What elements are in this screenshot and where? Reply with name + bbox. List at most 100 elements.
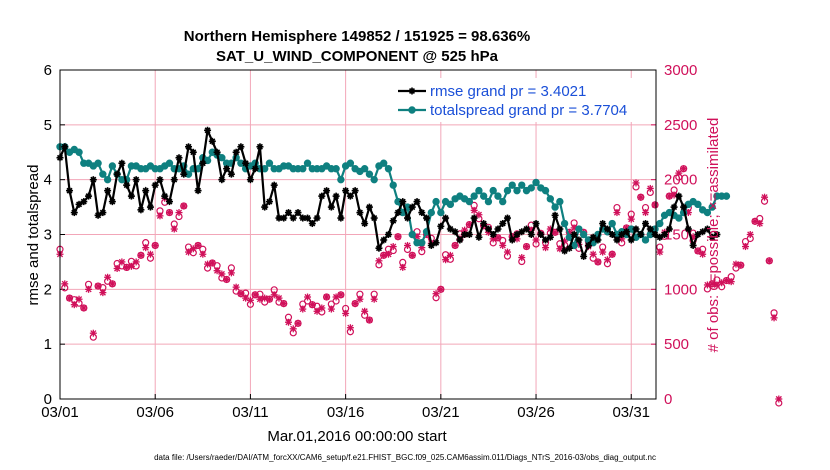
y2-tick-label: 2500 xyxy=(664,117,697,134)
totalspread-point xyxy=(556,197,564,206)
rmse-point xyxy=(442,214,450,222)
y-tick-label: 6 xyxy=(44,62,52,79)
y-tick-label: 4 xyxy=(44,172,52,189)
obs-assimilated-point xyxy=(475,211,483,219)
obs-assimilated-point xyxy=(227,269,235,277)
obs-assimilated-point xyxy=(89,329,97,337)
obs-assimilated-point xyxy=(142,244,150,252)
rmse-point xyxy=(508,236,516,244)
totalspread-point xyxy=(437,208,445,217)
rmse-point xyxy=(227,170,235,178)
rmse-point xyxy=(703,225,711,233)
obs-assimilated-point xyxy=(680,165,688,173)
totalspread-point xyxy=(365,170,374,178)
rmse-point xyxy=(218,176,226,184)
totalspread-point xyxy=(608,219,616,228)
rmse-point xyxy=(342,187,350,195)
totalspread-point xyxy=(703,208,712,217)
obs-assimilated-point xyxy=(346,324,354,332)
obs-assimilated-point xyxy=(494,234,502,242)
rmse-point xyxy=(323,187,331,195)
rmse-point xyxy=(304,214,312,222)
rmse-point xyxy=(365,203,373,211)
obs-assimilated-point xyxy=(651,201,659,209)
y2-tick-label: 500 xyxy=(664,336,689,353)
obs-assimilated-point xyxy=(646,184,654,192)
rmse-point xyxy=(713,231,721,238)
obs-assimilated-point xyxy=(80,304,88,312)
rmse-point xyxy=(89,176,97,184)
rmse-point xyxy=(475,233,483,241)
totalspread-point xyxy=(99,170,107,178)
rmse-point xyxy=(146,203,154,211)
totalspread-point xyxy=(484,197,493,206)
rmse-point xyxy=(294,209,302,217)
x-tick-label: 03/06 xyxy=(136,404,174,421)
rmse-point xyxy=(451,228,459,236)
rmse-point xyxy=(599,220,607,228)
obs-assimilated-point xyxy=(737,261,745,269)
rmse-point xyxy=(70,209,78,217)
rmse-point xyxy=(94,211,102,219)
obs-assimilated-point xyxy=(146,250,154,258)
rmse-point xyxy=(85,192,93,200)
obs-assimilated-point xyxy=(594,258,602,266)
rmse-point xyxy=(127,192,135,200)
obs-assimilated-point xyxy=(189,245,197,253)
rmse-point xyxy=(489,231,497,238)
rmse-point xyxy=(151,181,159,189)
obs-assimilated-point xyxy=(85,285,93,293)
obs-assimilated-point xyxy=(770,314,778,322)
rmse-point xyxy=(627,236,635,244)
rmse-point xyxy=(437,222,445,230)
rmse-point xyxy=(161,192,169,200)
obs-assimilated-point xyxy=(118,258,126,266)
totalspread-point xyxy=(94,159,102,167)
rmse-point xyxy=(680,203,688,211)
totalspread-point xyxy=(432,197,440,206)
totalspread-point xyxy=(560,219,569,228)
totalspread-point xyxy=(479,192,488,200)
rmse-point xyxy=(418,209,426,217)
rmse-point xyxy=(622,228,630,236)
obs-assimilated-point xyxy=(218,270,226,278)
totalspread-point xyxy=(75,148,83,156)
rmse-point xyxy=(204,126,212,134)
obs-assimilated-point xyxy=(741,243,749,251)
rmse-point xyxy=(580,252,588,260)
rmse-point xyxy=(413,198,421,206)
x-tick-label: 03/26 xyxy=(517,404,555,421)
obs-assimilated-point xyxy=(637,193,645,201)
obs-assimilated-point xyxy=(675,169,683,177)
totalspread-point xyxy=(708,203,716,211)
obs-assimilated-point xyxy=(542,244,550,252)
rmse-point xyxy=(675,192,683,200)
obs-assimilated-point xyxy=(337,291,345,299)
legend-label-rmse: rmse grand pr = 3.4021 xyxy=(430,83,586,100)
totalspread-point xyxy=(389,181,397,189)
rmse-point xyxy=(618,231,626,238)
legend-label-totalspread: totalspread grand pr = 3.7704 xyxy=(430,102,627,119)
rmse-point xyxy=(513,231,521,238)
obs-assimilated-point xyxy=(746,231,754,238)
rmse-point xyxy=(637,231,645,238)
rmse-point xyxy=(527,231,535,238)
y-tick-label: 5 xyxy=(44,117,52,134)
rmse-point xyxy=(261,203,269,211)
rmse-point xyxy=(118,159,126,167)
totalspread-point xyxy=(108,162,117,170)
rmse-point xyxy=(523,225,531,233)
rmse-point xyxy=(156,176,164,184)
rmse-point xyxy=(242,159,250,167)
y2-tick-label: 1000 xyxy=(664,281,697,298)
obs-assimilated-point xyxy=(104,273,112,281)
rmse-point xyxy=(656,233,664,241)
rmse-point xyxy=(194,187,202,195)
rmse-point xyxy=(175,154,183,162)
obs-assimilated-point xyxy=(123,263,131,271)
rmse-point xyxy=(404,214,412,222)
obs-assimilated-point xyxy=(470,206,478,214)
obs-assimilated-point xyxy=(289,325,297,333)
rmse-point xyxy=(532,220,540,228)
rmse-point xyxy=(518,228,526,236)
